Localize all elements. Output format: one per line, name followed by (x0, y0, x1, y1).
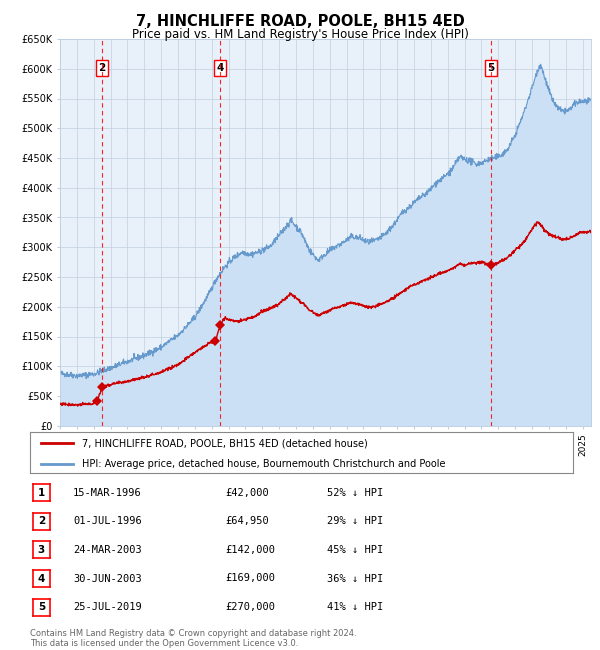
Text: £142,000: £142,000 (225, 545, 275, 555)
Text: 4: 4 (38, 573, 45, 584)
Text: 2: 2 (98, 63, 106, 73)
Text: Price paid vs. HM Land Registry's House Price Index (HPI): Price paid vs. HM Land Registry's House … (131, 28, 469, 41)
Text: 41% ↓ HPI: 41% ↓ HPI (327, 602, 383, 612)
Text: 4: 4 (217, 63, 224, 73)
Text: 30-JUN-2003: 30-JUN-2003 (73, 573, 142, 584)
Text: HPI: Average price, detached house, Bournemouth Christchurch and Poole: HPI: Average price, detached house, Bour… (82, 459, 445, 469)
Text: 52% ↓ HPI: 52% ↓ HPI (327, 488, 383, 498)
Text: 25-JUL-2019: 25-JUL-2019 (73, 602, 142, 612)
Text: 7, HINCHLIFFE ROAD, POOLE, BH15 4ED: 7, HINCHLIFFE ROAD, POOLE, BH15 4ED (136, 14, 464, 29)
Text: £270,000: £270,000 (225, 602, 275, 612)
Text: 1: 1 (38, 488, 45, 498)
Text: 5: 5 (487, 63, 494, 73)
Text: 2: 2 (38, 516, 45, 526)
Text: 7, HINCHLIFFE ROAD, POOLE, BH15 4ED (detached house): 7, HINCHLIFFE ROAD, POOLE, BH15 4ED (det… (82, 438, 367, 448)
Text: 5: 5 (38, 602, 45, 612)
Text: £169,000: £169,000 (225, 573, 275, 584)
Text: 15-MAR-1996: 15-MAR-1996 (73, 488, 142, 498)
Text: £42,000: £42,000 (225, 488, 269, 498)
Text: 36% ↓ HPI: 36% ↓ HPI (327, 573, 383, 584)
Text: 29% ↓ HPI: 29% ↓ HPI (327, 516, 383, 526)
Text: £64,950: £64,950 (225, 516, 269, 526)
Text: 24-MAR-2003: 24-MAR-2003 (73, 545, 142, 555)
Text: Contains HM Land Registry data © Crown copyright and database right 2024.
This d: Contains HM Land Registry data © Crown c… (30, 629, 356, 648)
Text: 45% ↓ HPI: 45% ↓ HPI (327, 545, 383, 555)
Text: 3: 3 (38, 545, 45, 555)
Text: 01-JUL-1996: 01-JUL-1996 (73, 516, 142, 526)
